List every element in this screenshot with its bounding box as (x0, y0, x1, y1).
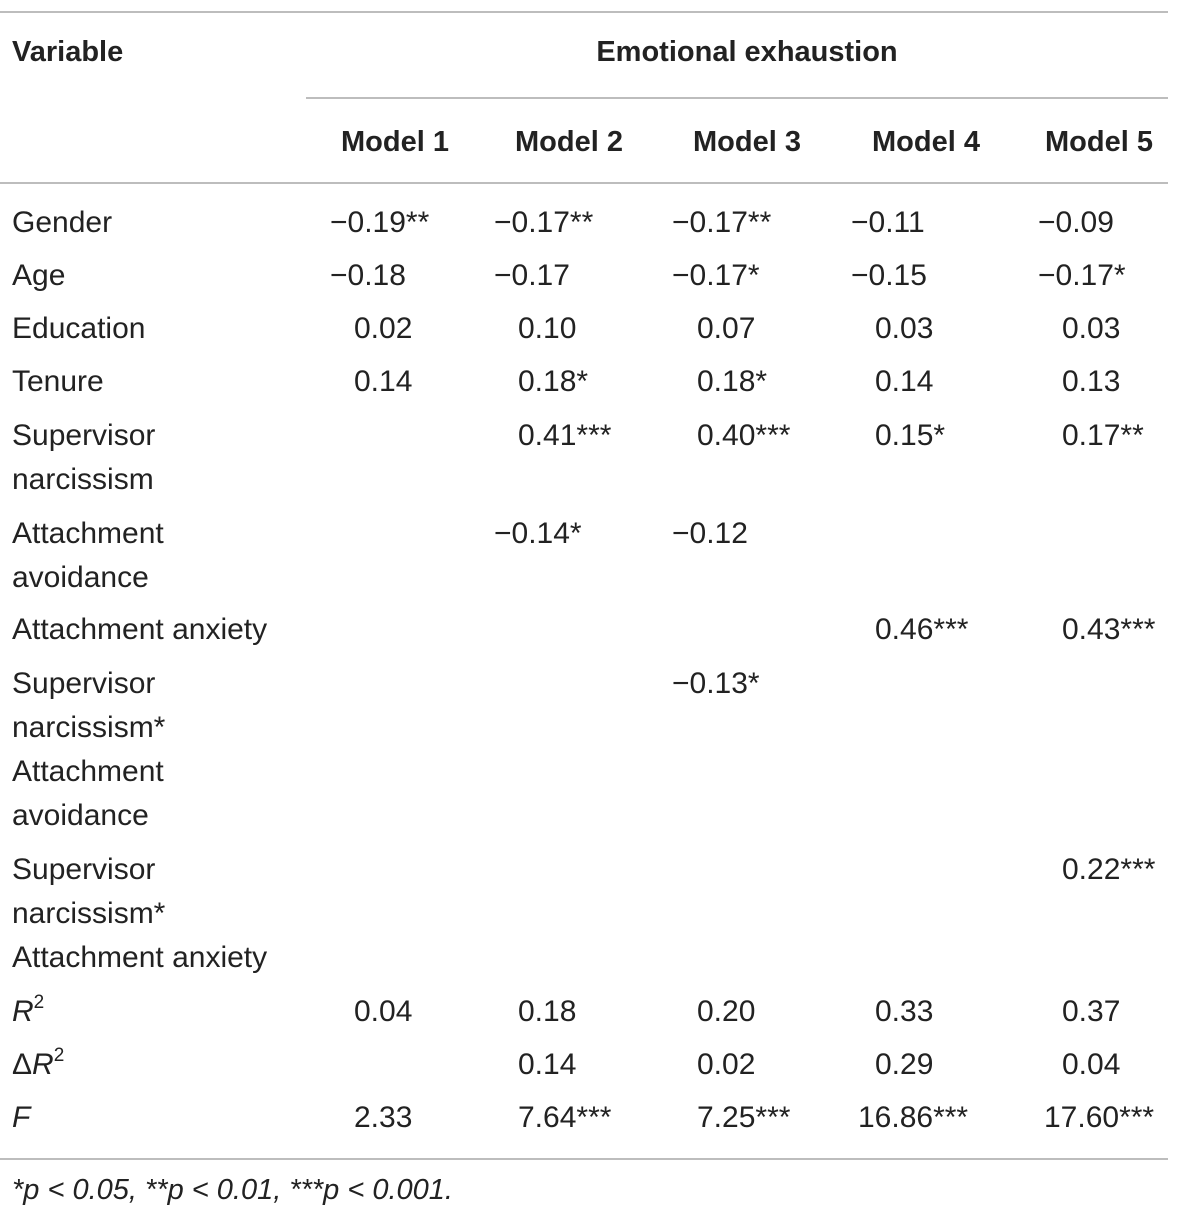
column-header-model-1: Model 1 (341, 126, 449, 158)
row-label-r-squared: R2 (12, 992, 45, 1028)
table-footnote: *p < 0.05, **p < 0.01, ***p < 0.001. (12, 1174, 453, 1206)
table-cell: 0.41*** (518, 419, 612, 452)
row-label-interaction-anxiety: Supervisor narcissism* Attachment anxiet… (12, 853, 268, 974)
row-label-attachment-avoidance: Attachment avoidance (12, 517, 164, 594)
table-cell: −0.09 (1038, 206, 1114, 239)
row-label-tenure: Tenure (12, 365, 104, 398)
table-cell: −0.18 (330, 259, 406, 292)
row-label-interaction-avoidance: Supervisor narcissism* Attachment avoida… (12, 667, 166, 832)
table-cell: 0.02 (697, 1048, 756, 1081)
column-header-model-5: Model 5 (1045, 126, 1153, 158)
row-label-supervisor-narcissism: Supervisor narcissism (12, 419, 156, 496)
row-label-delta-r-squared: ΔR2 (12, 1045, 65, 1081)
table-cell: 0.04 (354, 995, 413, 1028)
table-cell: 0.33 (875, 995, 934, 1028)
table-cell: 2.33 (354, 1101, 413, 1134)
table-cell: −0.12 (672, 517, 748, 550)
table-cell: 0.40*** (697, 419, 791, 452)
table-cell: 0.13 (1062, 365, 1121, 398)
table-cell: 0.14 (518, 1048, 577, 1081)
table-cell: −0.17* (672, 259, 760, 292)
group-header-rule (306, 97, 1168, 99)
row-label-education: Education (12, 312, 146, 345)
group-header: Emotional exhaustion (596, 36, 898, 68)
column-header-model-4: Model 4 (872, 126, 980, 158)
top-rule (0, 11, 1168, 13)
column-header-model-2: Model 2 (515, 126, 623, 158)
table-cell: 0.29 (875, 1048, 934, 1081)
table-cell: 0.43*** (1062, 613, 1156, 646)
table-cell: 0.37 (1062, 995, 1121, 1028)
table-cell: 0.03 (875, 312, 934, 345)
table-cell: 0.14 (354, 365, 413, 398)
table-cell: 0.03 (1062, 312, 1121, 345)
table-cell: −0.19** (330, 206, 430, 239)
table-cell: 0.15* (875, 419, 946, 452)
table-cell: −0.17** (494, 206, 594, 239)
table-cell: 0.18* (518, 365, 589, 398)
table-cell: 0.04 (1062, 1048, 1121, 1081)
table-cell: 0.46*** (875, 613, 969, 646)
table-cell: 0.17** (1062, 419, 1144, 452)
table-cell: 7.64*** (518, 1101, 612, 1134)
table-cell: −0.13* (672, 667, 760, 700)
table-cell: 0.07 (697, 312, 756, 345)
table-cell: 0.02 (354, 312, 413, 345)
bottom-rule (0, 1158, 1168, 1160)
table-cell: 0.14 (875, 365, 934, 398)
stub-header: Variable (12, 36, 124, 68)
table-cell: −0.17* (1038, 259, 1126, 292)
table-cell: −0.15 (851, 259, 927, 292)
table-cell: −0.11 (851, 206, 925, 239)
table-cell: 0.18 (518, 995, 577, 1028)
table-cell: 16.86*** (858, 1101, 969, 1134)
column-header-model-3: Model 3 (693, 126, 801, 158)
row-label-f: F (12, 1101, 31, 1134)
table-cell: 0.18* (697, 365, 768, 398)
table-cell: 17.60*** (1044, 1101, 1155, 1134)
table-cell: 7.25*** (697, 1101, 791, 1134)
row-label-age: Age (12, 259, 66, 292)
column-header-rule (0, 182, 1168, 184)
table-cell: −0.14* (494, 517, 582, 550)
table-cell: 0.22*** (1062, 853, 1156, 886)
row-label-attachment-anxiety: Attachment anxiety (12, 613, 268, 646)
table-cell: 0.20 (697, 995, 756, 1028)
table-cell: −0.17 (494, 259, 570, 292)
table-cell: −0.17** (672, 206, 772, 239)
row-label-gender: Gender (12, 206, 113, 239)
table-cell: 0.10 (518, 312, 577, 345)
